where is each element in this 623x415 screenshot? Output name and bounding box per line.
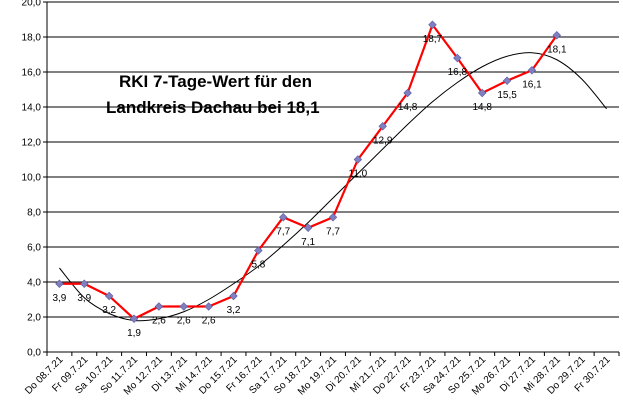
data-label: 3,9: [77, 293, 91, 304]
data-label: 3,2: [102, 305, 116, 316]
data-label: 3,2: [227, 305, 241, 316]
data-label: 12,9: [373, 135, 393, 146]
data-label: 5,8: [251, 260, 265, 271]
trendline: [59, 52, 607, 322]
data-point-marker: [502, 76, 512, 85]
data-point-marker: [552, 31, 562, 40]
axes: [43, 1, 620, 356]
data-label: 16,1: [522, 79, 542, 90]
y-tick-label: 18,0: [22, 33, 42, 44]
data-label: 3,9: [52, 293, 66, 304]
y-tick-label: 20,0: [22, 0, 42, 9]
series: [55, 20, 562, 323]
data-point-marker: [303, 223, 313, 232]
series-line: [59, 22, 558, 321]
data-point-marker: [378, 122, 387, 131]
data-point-marker: [353, 155, 363, 164]
data-label: 7,1: [301, 237, 315, 248]
y-tick-label: 10,0: [22, 173, 42, 184]
data-point-marker: [154, 302, 164, 311]
data-label: 16,8: [448, 67, 468, 78]
y-tick-label: 2,0: [27, 313, 41, 324]
data-label: 18,1: [547, 44, 567, 55]
data-point-marker: [129, 314, 139, 323]
data-point-marker: [328, 213, 338, 222]
gridlines: [47, 1, 619, 353]
y-tick-label: 12,0: [22, 138, 42, 149]
data-label: 1,9: [127, 328, 141, 339]
data-point-marker: [104, 291, 114, 301]
data-label: 15,5: [497, 90, 517, 101]
data-point-marker: [279, 213, 288, 222]
data-labels: 3,9 3,9 3,2 1,9 2,6 2,6 2,6 3,2 5,8 7,7 7,1 7,7 11,0…: [52, 34, 567, 339]
data-label: 7,7: [326, 226, 340, 237]
data-point-marker: [428, 20, 437, 29]
data-label: 18,7: [423, 34, 443, 45]
data-label: 14,8: [398, 102, 418, 113]
y-tick-label: 4,0: [27, 278, 41, 289]
data-point-marker: [527, 66, 537, 75]
data-label: 7,7: [276, 226, 290, 237]
data-label: 2,6: [152, 316, 166, 327]
y-tick-label: 6,0: [27, 243, 41, 254]
y-tick-label: 8,0: [27, 208, 41, 219]
data-point-marker: [179, 302, 189, 311]
data-point-marker: [55, 279, 64, 288]
data-point-marker: [229, 291, 238, 301]
data-point-marker: [403, 88, 412, 98]
data-label: 2,6: [177, 316, 191, 327]
data-point-marker: [80, 279, 89, 288]
data-label: 11,0: [349, 169, 368, 180]
data-label: 2,6: [202, 316, 216, 327]
chart-title-line-1: RKI 7-Tage-Wert für den: [119, 72, 312, 91]
data-label: 14,8: [472, 102, 492, 113]
chart-title-line-2: Landkreis Dachau bei 18,1: [106, 98, 320, 117]
y-axis-ticks: 0,0 2,0 4,0 6,0 8,0 10,0 12,0 14,0 16,0 18,0 20,0: [22, 0, 42, 359]
trendline-path: [59, 52, 607, 322]
data-point-marker: [254, 246, 263, 255]
y-tick-label: 14,0: [22, 103, 42, 114]
data-point-marker: [477, 88, 487, 98]
y-tick-label: 16,0: [22, 68, 42, 79]
data-point-marker: [453, 53, 462, 63]
y-tick-label: 0,0: [27, 348, 41, 359]
data-point-marker: [204, 302, 213, 311]
